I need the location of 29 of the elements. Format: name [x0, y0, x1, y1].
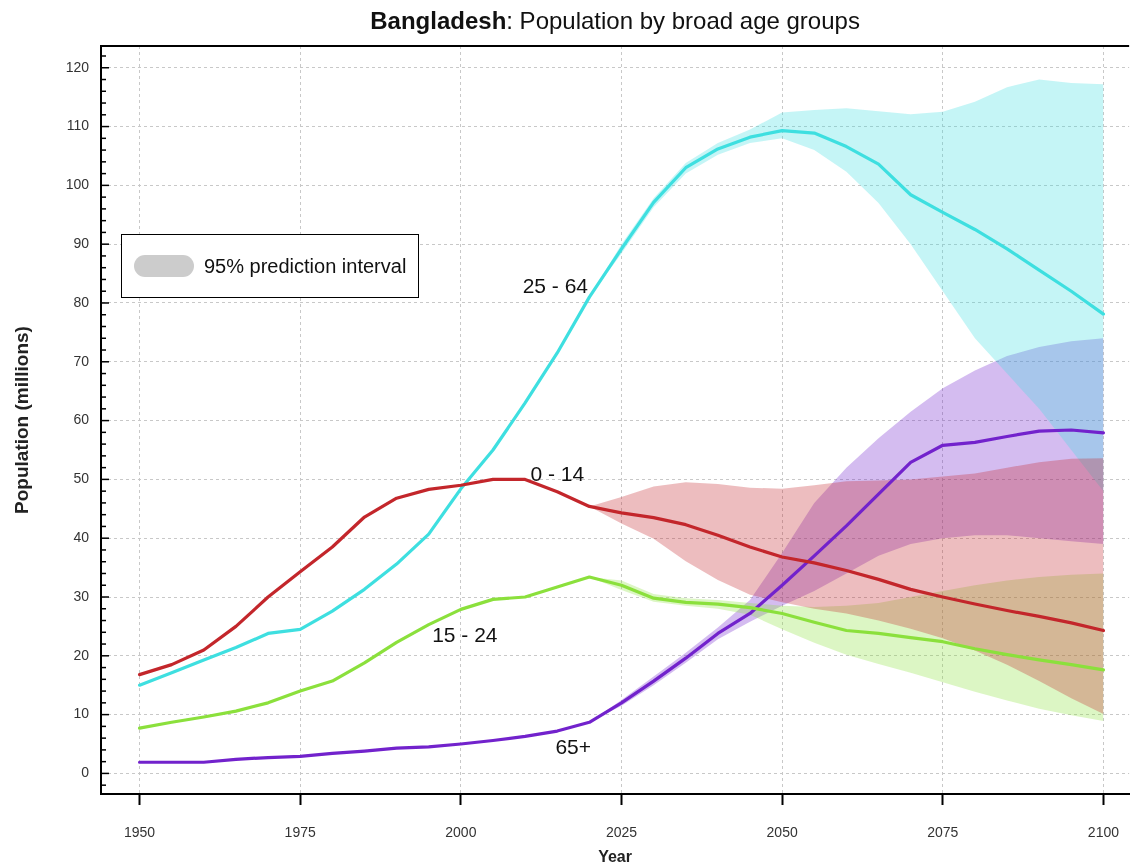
- x-tick-label: 2100: [1087, 824, 1120, 841]
- y-tick-label: 60: [73, 411, 90, 428]
- y-tick-label: 90: [73, 235, 90, 252]
- y-tick-label: 30: [73, 587, 90, 604]
- x-tick-label: 1950: [123, 824, 156, 841]
- x-tick-label: 2000: [445, 824, 477, 841]
- y-axis-title: Population (millions): [10, 326, 32, 514]
- y-tick-label: 0: [81, 764, 90, 781]
- key-box: 95% prediction interval: [121, 234, 420, 298]
- x-tick-label: 2050: [766, 824, 798, 841]
- annotation: 95% prediction interval: [204, 254, 407, 278]
- x-tick-label: 1975: [284, 824, 316, 841]
- series-label: 25 - 64: [522, 273, 589, 297]
- series-label: 15 - 24: [432, 623, 498, 647]
- y-tick-label: 110: [66, 117, 90, 134]
- x-tick-label: 2025: [605, 824, 638, 841]
- y-tick-label: 20: [73, 646, 90, 663]
- y-tick-label: 100: [65, 176, 90, 193]
- y-tick-label: 120: [65, 58, 90, 75]
- y-tick-label: 50: [73, 470, 90, 487]
- series-label: 0 - 14: [530, 461, 585, 485]
- x-tick-label: 2075: [927, 824, 959, 841]
- series-label: 65+: [555, 734, 592, 758]
- y-tick-label: 80: [73, 293, 90, 310]
- chart-title: Bangladesh: Population by broad age groups: [370, 6, 860, 34]
- y-tick-label: 70: [73, 352, 90, 369]
- y-tick-label: 40: [73, 529, 90, 546]
- y-tick-label: 10: [73, 705, 90, 722]
- x-axis-title: Year: [598, 847, 632, 865]
